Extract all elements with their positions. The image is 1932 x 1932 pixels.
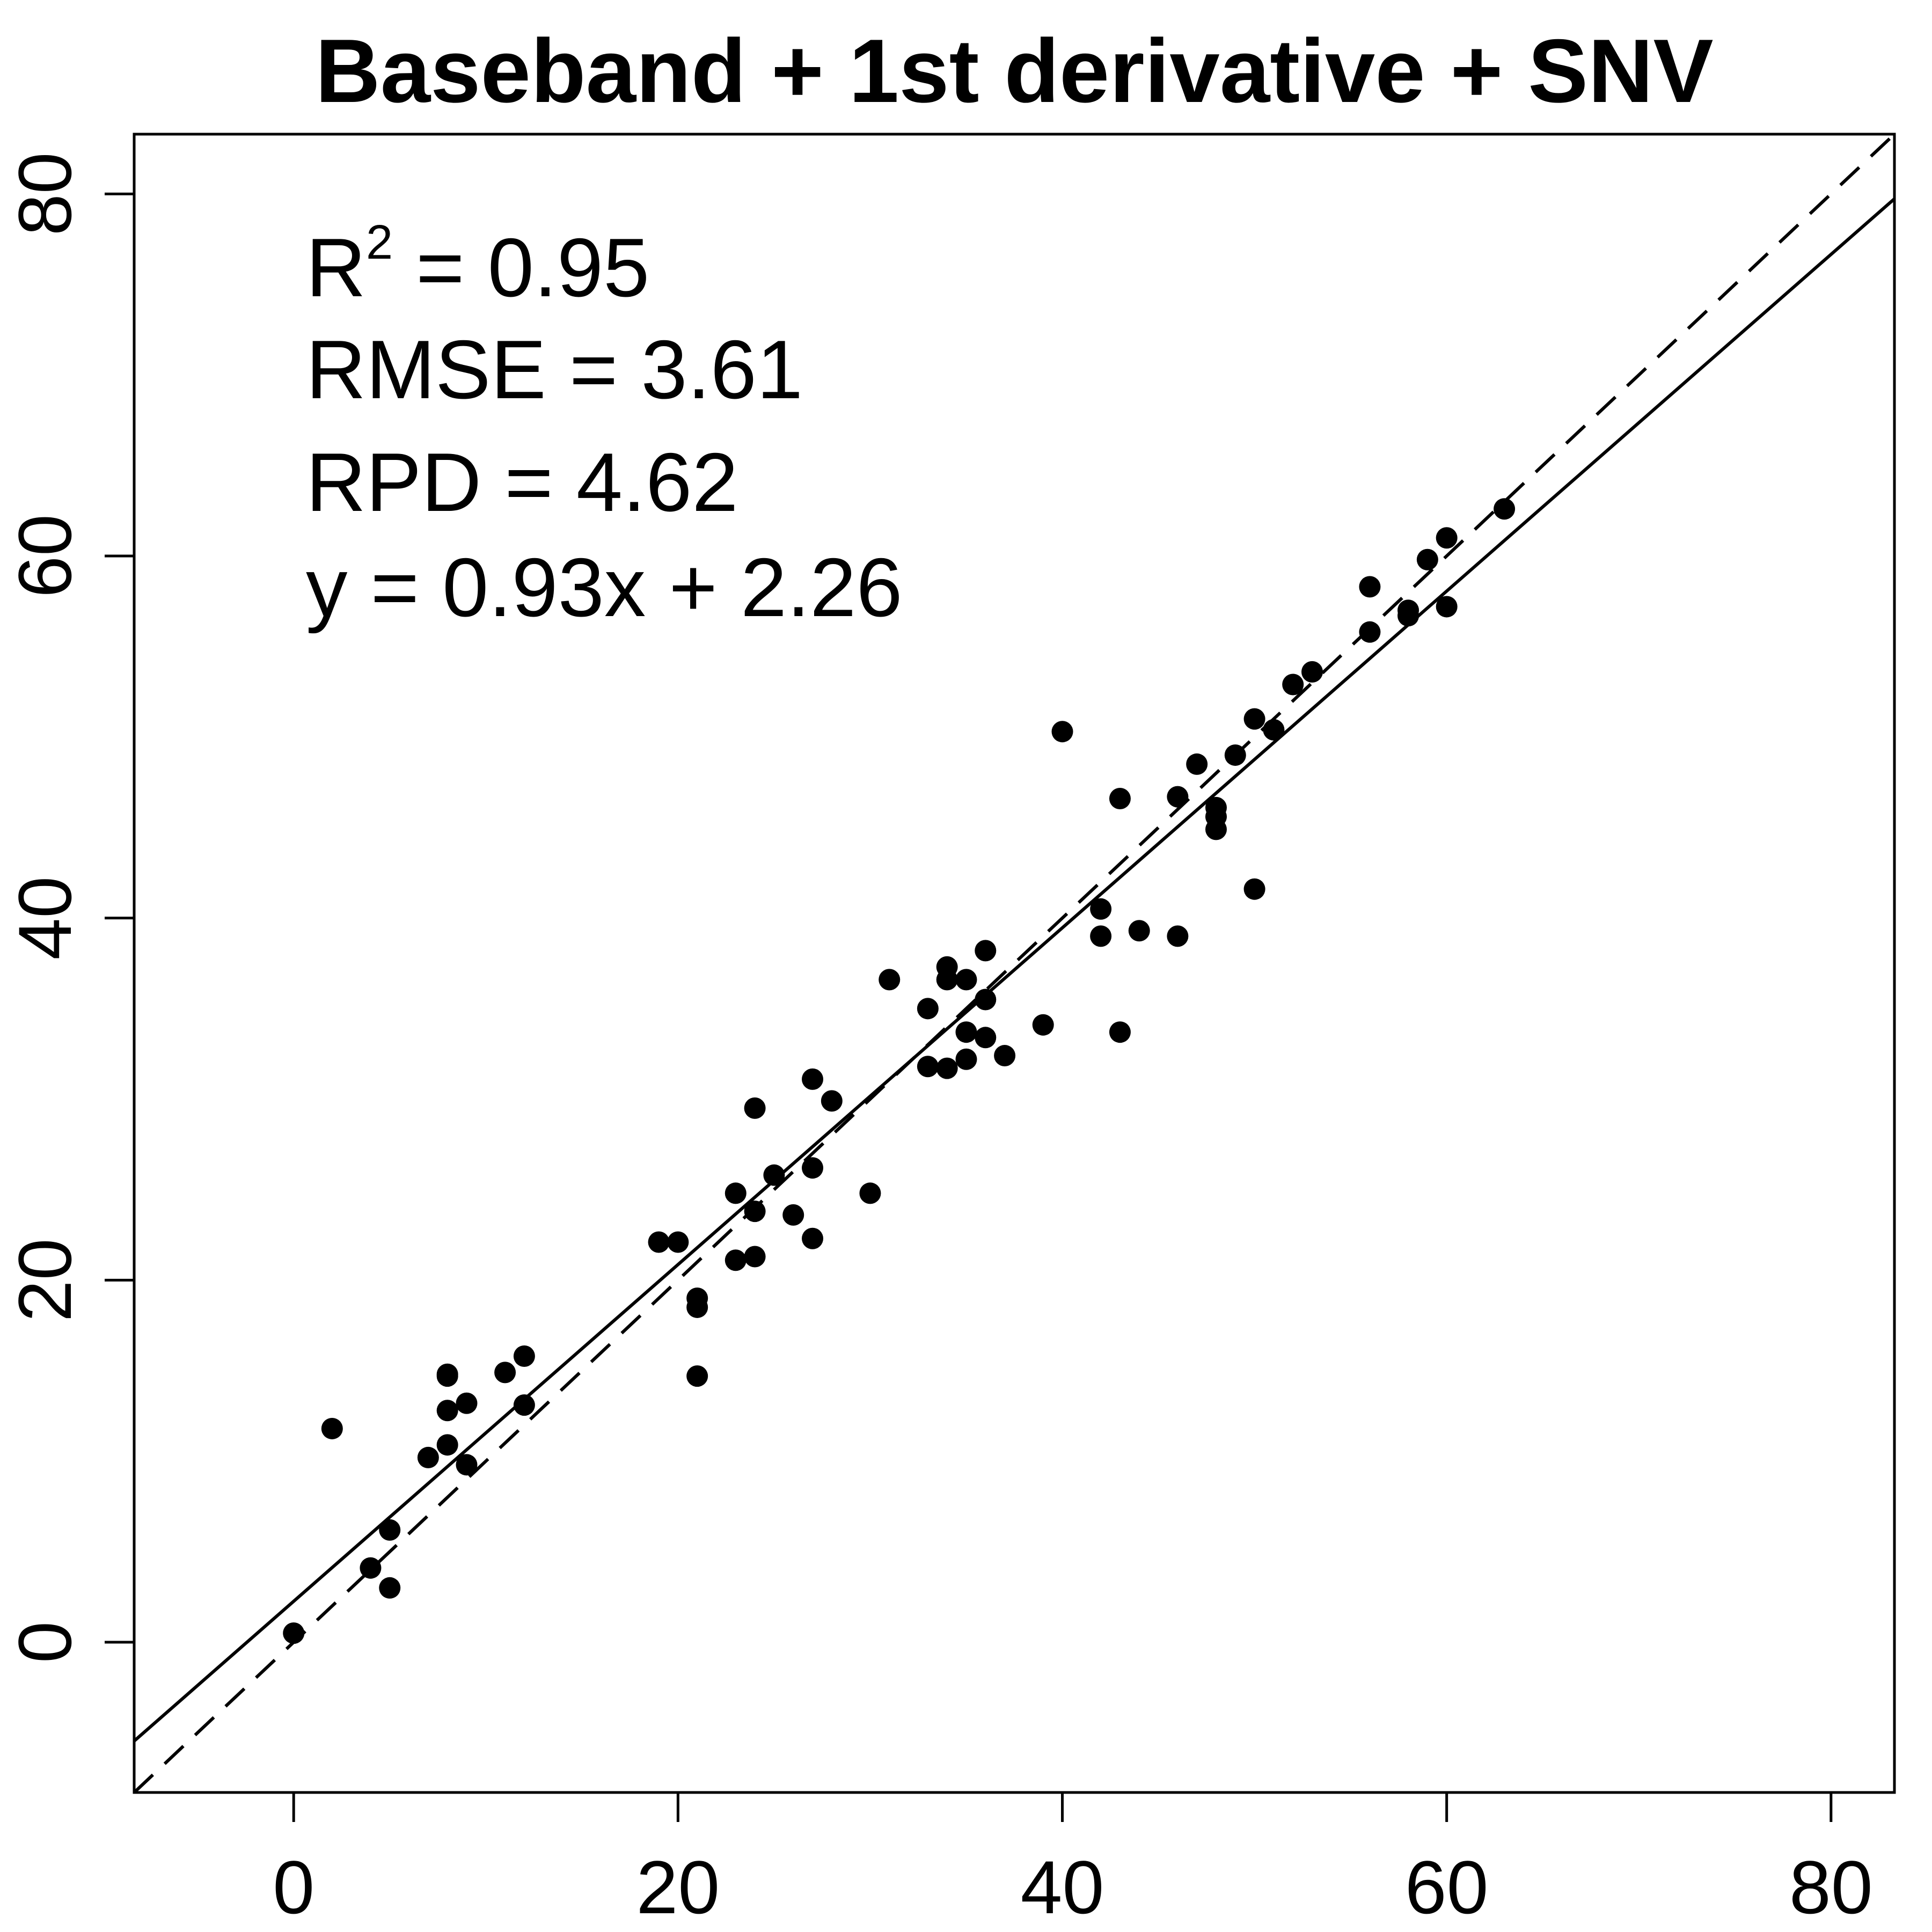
data-point [763,1164,785,1186]
data-point [724,1182,747,1204]
data-point [667,1231,689,1253]
data-point [1167,925,1189,947]
data-point [1359,621,1381,643]
data-point [1397,605,1419,627]
y-tick-label: 60 [3,514,87,598]
data-point [821,1090,843,1112]
data-point [802,1068,824,1090]
data-point [1436,596,1458,618]
rmse-text: RMSE = 3.61 [306,323,803,416]
data-point [436,1400,458,1422]
data-point [1167,786,1189,808]
stats-annotation: R2 = 0.95 RMSE = 3.61 RPD = 4.62 y = 0.9… [306,216,903,634]
data-point [936,969,958,991]
y-tick-label: 20 [3,1238,87,1322]
reference-lines [134,134,1894,1792]
data-point [859,1182,881,1204]
fit-line [134,197,1894,1743]
equation-text: y = 0.93x + 2.26 [306,541,903,634]
data-point [436,1434,458,1456]
data-point [917,998,939,1020]
data-point [1359,576,1381,598]
data-point [1243,708,1265,730]
data-point [1282,674,1304,696]
x-tick-label: 40 [1021,1845,1104,1929]
data-point [975,989,997,1011]
data-point [955,1048,977,1070]
data-point [456,1392,478,1414]
data-point [321,1417,343,1439]
plot-frame [133,133,1896,1794]
data-point [1263,719,1285,741]
one-to-one-line [134,134,1894,1792]
x-tick-label: 20 [636,1845,720,1929]
data-point [1301,661,1323,683]
data-point [513,1345,535,1367]
data-point [879,969,901,991]
x-tick-label: 80 [1789,1845,1873,1929]
data-point [1128,920,1150,942]
data-point [379,1577,401,1599]
y-tick-label: 0 [3,1621,87,1663]
data-point [975,1027,997,1049]
data-points [283,498,1516,1644]
rpd-text: RPD = 4.62 [306,436,738,529]
chart-title: Baseband + 1st derivative + SNV [315,20,1713,121]
data-point [283,1622,305,1644]
data-point [686,1365,708,1387]
data-point [1224,744,1246,766]
data-point [513,1394,535,1416]
data-point [1416,548,1438,570]
data-point [417,1446,439,1468]
data-point [994,1045,1016,1067]
data-point [456,1454,478,1476]
x-axis: 0 20 40 60 80 [273,1792,1873,1929]
data-point [1051,721,1073,743]
data-point [802,1157,824,1179]
data-point [955,969,977,991]
data-point [1090,925,1112,947]
data-point [975,940,997,962]
data-point [648,1231,670,1253]
data-point [1243,878,1265,900]
data-point [1032,1014,1054,1036]
data-point [494,1362,516,1384]
y-tick-label: 40 [3,876,87,960]
r2-prefix: R [306,221,366,314]
data-point [1186,753,1208,775]
data-point [936,1057,958,1079]
data-point [1109,788,1131,810]
data-point [1205,818,1227,840]
data-point [744,1246,766,1268]
data-point [744,1097,766,1119]
data-point [436,1365,458,1387]
data-point [360,1557,382,1579]
data-point [1494,498,1516,520]
r2-superscript: 2 [366,216,393,269]
data-point [379,1519,401,1541]
y-axis: 0 20 40 60 80 [3,152,134,1663]
y-tick-label: 80 [3,152,87,236]
data-point [724,1249,747,1271]
data-point [686,1296,708,1318]
r2-value: = 0.95 [393,221,649,314]
r2-text: R2 = 0.95 [306,216,649,314]
data-point [917,1056,939,1078]
data-point [955,1021,977,1043]
data-point [1109,1021,1131,1043]
data-point [1436,527,1458,549]
x-tick-label: 60 [1405,1845,1489,1929]
data-point [744,1201,766,1223]
data-point [782,1204,804,1226]
data-point [1090,898,1112,920]
data-point [802,1227,824,1249]
x-tick-label: 0 [273,1845,314,1929]
